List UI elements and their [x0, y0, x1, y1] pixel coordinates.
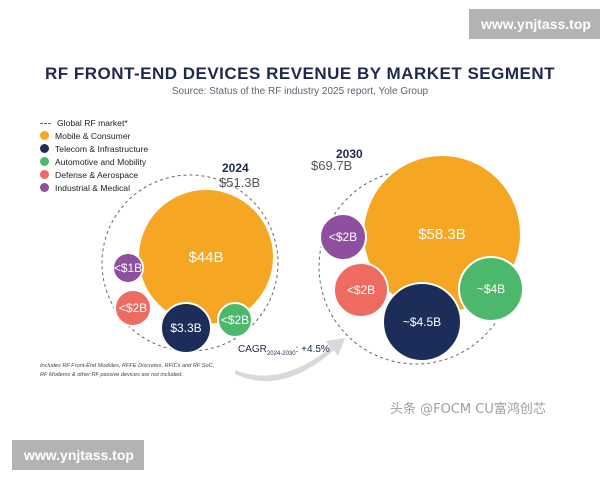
legend-item: Global RF market*	[40, 116, 148, 129]
legend-dot-icon	[40, 183, 49, 192]
legend-label: Defense & Aerospace	[55, 169, 139, 180]
bubble-defense-aerospace	[333, 262, 389, 318]
bubble-telecom-infrastructure	[160, 302, 212, 354]
legend-item: Defense & Aerospace	[40, 168, 148, 181]
legend-dot-icon	[40, 144, 49, 153]
chart-subtitle: Source: Status of the RF industry 2025 r…	[171, 86, 429, 97]
footnote-line: Includes RF Front-End Modules, RFFE Disc…	[40, 363, 215, 369]
bubble-label: <$2B	[119, 301, 147, 315]
bubble-label: <$2B	[347, 283, 375, 297]
bubble-industrial-medical	[319, 213, 367, 261]
cagr-arrow	[235, 338, 345, 382]
bubble-label: $3.3B	[170, 321, 201, 335]
chart-title: RF FRONT-END DEVICES REVENUE BY MARKET S…	[44, 64, 556, 83]
legend-label: Mobile & Consumer	[55, 130, 131, 141]
legend-label: Automotive and Mobility	[55, 156, 147, 167]
bubble-label: <$2B	[221, 313, 249, 327]
year-label: 2030	[336, 147, 363, 161]
legend-item: Mobile & Consumer	[40, 129, 148, 142]
bubble-label: <$1B	[114, 261, 142, 275]
total-label: $69.7B	[311, 158, 352, 173]
total-label: $51.3B	[219, 175, 260, 190]
bubble-industrial-medical	[112, 252, 144, 284]
legend: Global RF market* Mobile & Consumer Tele…	[40, 116, 148, 194]
legend-dot-icon	[40, 170, 49, 179]
legend-item: Telecom & Infrastructure	[40, 142, 148, 155]
source-credit: 头条 @FOCM CU富鸿创芯	[390, 402, 546, 417]
legend-item: Industrial & Medical	[40, 181, 148, 194]
bubble-label: <$2B	[329, 230, 357, 244]
legend-label: Industrial & Medical	[55, 182, 130, 193]
legend-dot-icon	[40, 131, 49, 140]
bubble-defense-aerospace	[114, 289, 152, 327]
legend-item: Automotive and Mobility	[40, 155, 148, 168]
cagr-label: CAGR2024-2030: +4.5%	[238, 344, 330, 357]
legend-label: Telecom & Infrastructure	[55, 143, 149, 154]
bubble-automotive-and-mobility	[217, 302, 253, 338]
dashed-line-icon	[40, 122, 51, 124]
legend-dot-icon	[40, 157, 49, 166]
bubble-label: $58.3B	[418, 226, 466, 243]
bubble-label: ~$4.5B	[403, 315, 441, 329]
year-label: 2024	[222, 161, 249, 175]
footnote-line: RF Modems & other RF passive devices are…	[40, 372, 183, 378]
bubble-label: ~$4B	[477, 282, 505, 296]
footnote: Includes RF Front-End Modules, RFFE Disc…	[40, 362, 214, 380]
watermark-top: www.ynjtass.top	[469, 9, 600, 39]
bubble-automotive-and-mobility	[458, 256, 524, 322]
legend-label: Global RF market*	[57, 117, 128, 128]
bubble-label: $44B	[188, 249, 223, 266]
watermark-bottom: www.ynjtass.top	[12, 440, 144, 470]
bubble-telecom-infrastructure	[382, 282, 462, 362]
